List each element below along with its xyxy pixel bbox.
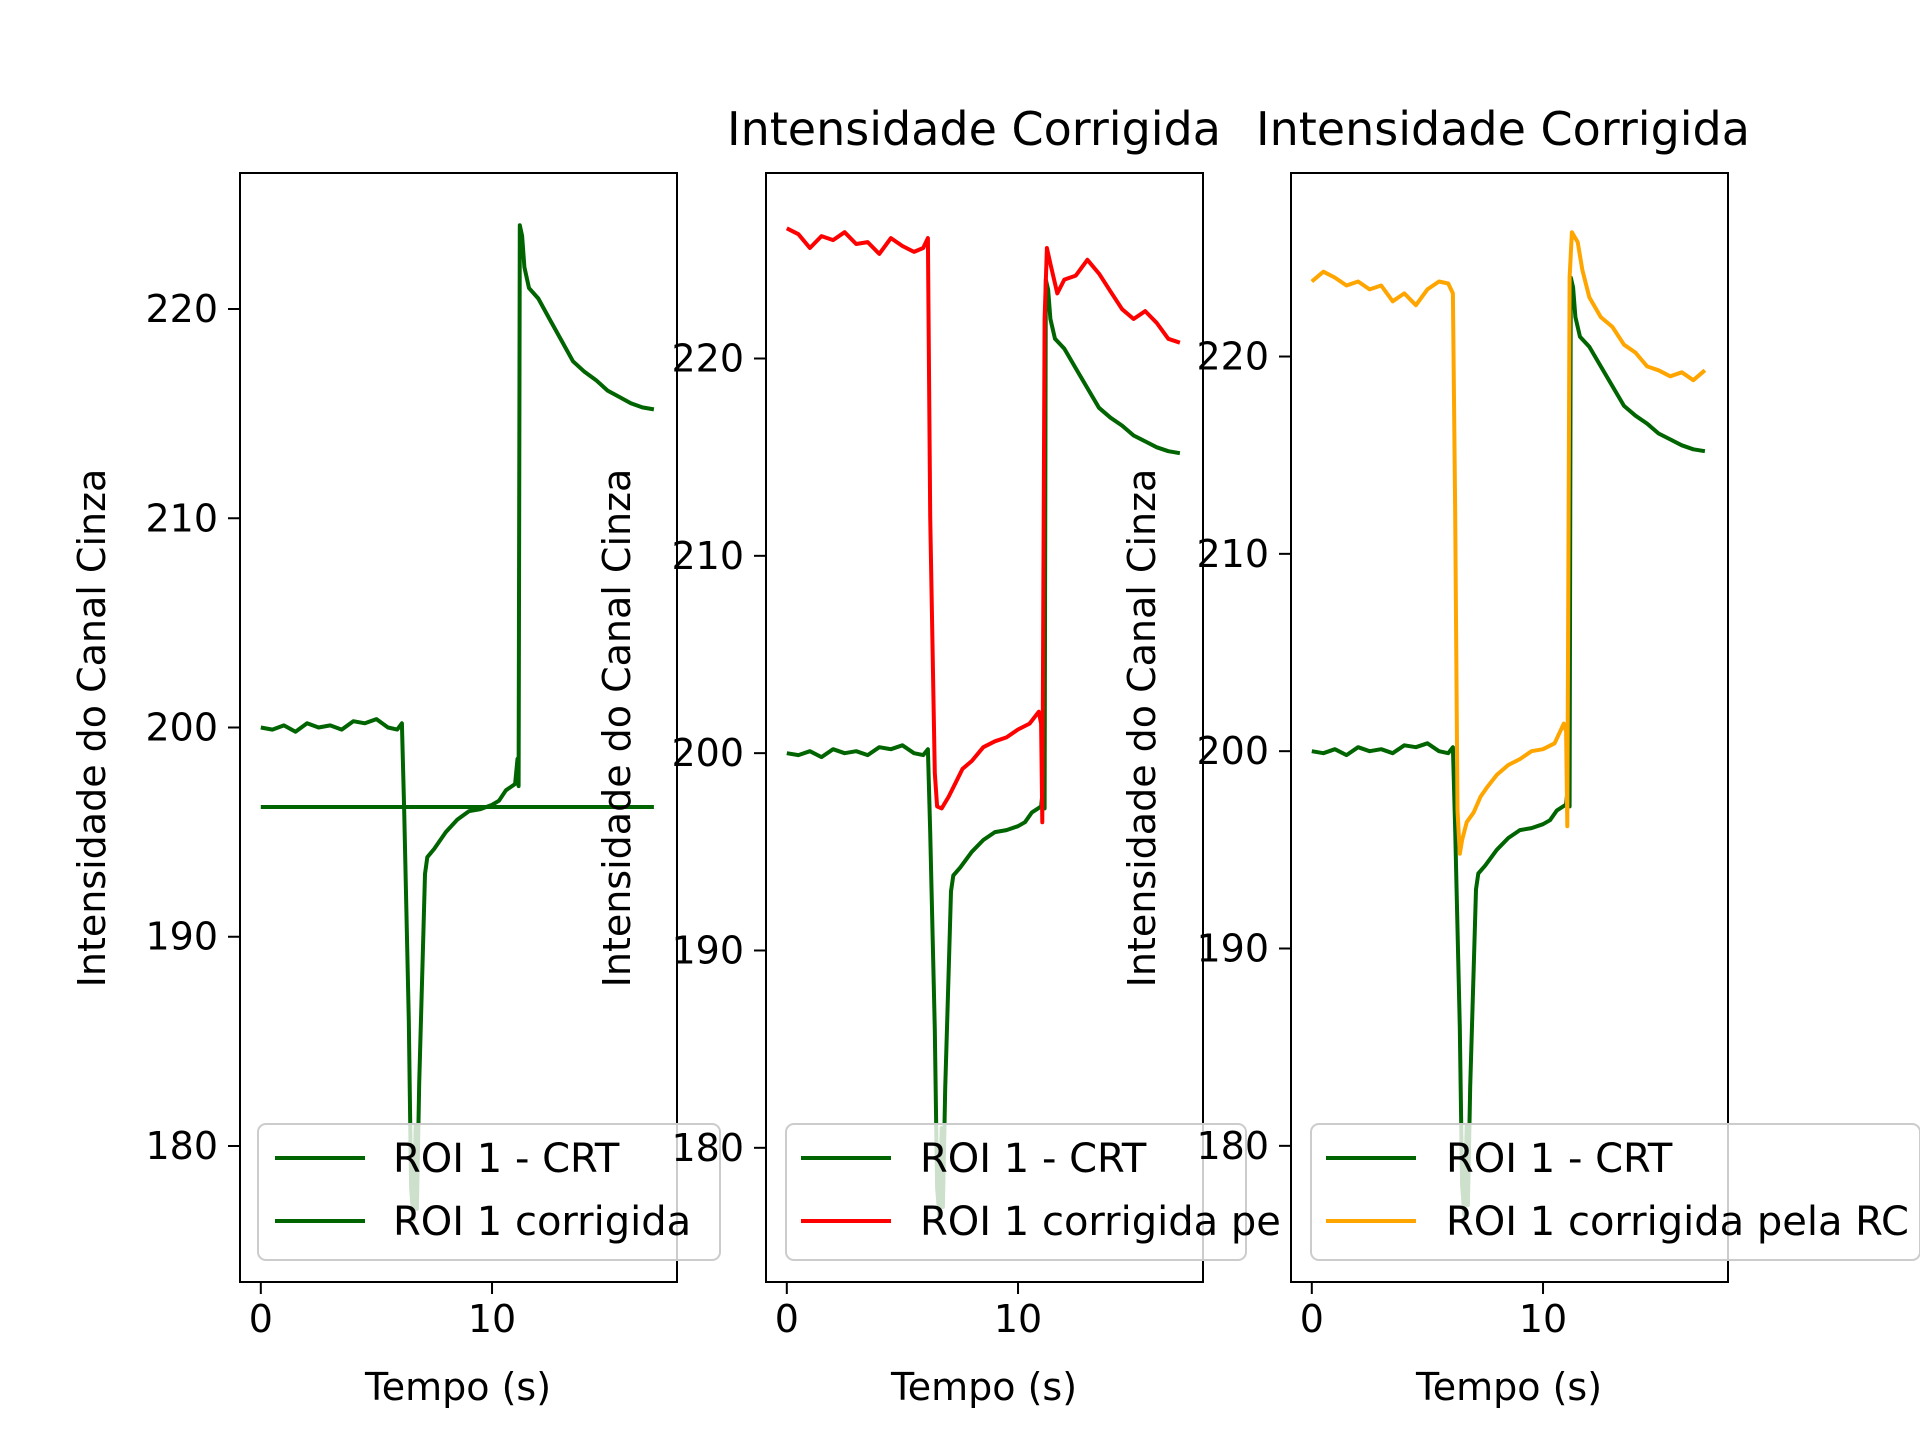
y-tick-label: 180 xyxy=(1196,1124,1269,1168)
x-axis-ticks: 0 10 xyxy=(1300,1282,1567,1341)
y-tick-label: 210 xyxy=(145,496,218,540)
y-tick-label: 210 xyxy=(1196,532,1269,576)
y-tick-label: 220 xyxy=(145,287,218,331)
series-line-2 xyxy=(785,226,1181,825)
y-tick-label: 200 xyxy=(1196,729,1269,773)
x-tick-label: 10 xyxy=(468,1297,516,1341)
x-tick-label: 0 xyxy=(249,1297,273,1341)
y-axis-ticks: 180 190 200 210 220 xyxy=(671,336,766,1170)
legend: ROI 1 - CRT ROI 1 corrigida xyxy=(257,1123,721,1261)
legend-box xyxy=(785,1123,1247,1261)
series-line-2 xyxy=(1310,230,1707,856)
plot-area xyxy=(1310,230,1707,1217)
x-tick-label: 0 xyxy=(775,1297,799,1341)
x-axis-label: Tempo (s) xyxy=(1415,1365,1602,1409)
y-tick-label: 210 xyxy=(671,534,744,578)
legend-label-corrigida: ROI 1 corrigida xyxy=(393,1199,691,1245)
legend-box xyxy=(257,1123,721,1261)
y-tick-label: 180 xyxy=(671,1126,744,1170)
legend-label-crt: ROI 1 - CRT xyxy=(393,1136,620,1182)
plot-area xyxy=(260,223,655,1222)
y-axis-label: Intensidade do Canal Cinza xyxy=(1120,469,1164,988)
y-tick-label: 200 xyxy=(671,731,744,775)
legend-box xyxy=(1310,1123,1920,1261)
chart-title: Intensidade Corrigida xyxy=(727,102,1221,156)
x-axis-label: Tempo (s) xyxy=(364,1365,551,1409)
series-line-1 xyxy=(260,223,655,1222)
chart-panel-2: Intensidade Corrigida 0 10 180 190 200 210 22… xyxy=(595,102,1281,1409)
series-line-1 xyxy=(1311,275,1706,1217)
legend-label-crt: ROI 1 - CRT xyxy=(920,1136,1147,1182)
y-axis-ticks: 180 190 200 210 220 xyxy=(145,287,240,1168)
legend: ROI 1 - CRT ROI 1 corrigida pe xyxy=(785,1123,1281,1261)
axes-frame xyxy=(1290,172,1729,1283)
plot-area xyxy=(785,226,1181,1219)
y-axis-label: Intensidade do Canal Cinza xyxy=(70,469,114,988)
y-tick-label: 220 xyxy=(1196,335,1269,379)
chart-panel-3: Intensidade Corrigida 0 10 180 190 200 210 22… xyxy=(1120,102,1920,1409)
x-axis-label: Tempo (s) xyxy=(890,1365,1077,1409)
y-tick-label: 220 xyxy=(671,336,744,380)
x-tick-label: 0 xyxy=(1300,1297,1324,1341)
legend-label-corrigida: ROI 1 corrigida pe xyxy=(920,1199,1281,1245)
chart-title: Intensidade Corrigida xyxy=(1256,102,1750,156)
legend: ROI 1 - CRT ROI 1 corrigida pela RC xyxy=(1310,1123,1920,1261)
y-tick-label: 200 xyxy=(145,706,218,750)
x-axis-ticks: 0 10 xyxy=(249,1282,516,1341)
x-axis-ticks: 0 10 xyxy=(775,1282,1042,1341)
y-tick-label: 190 xyxy=(145,915,218,959)
x-tick-label: 10 xyxy=(1519,1297,1567,1341)
series-line-1 xyxy=(786,277,1181,1219)
legend-label-crt: ROI 1 - CRT xyxy=(1446,1136,1673,1182)
axes-frame xyxy=(765,172,1204,1283)
legend-label-corrigida: ROI 1 corrigida pela RC xyxy=(1446,1199,1909,1245)
y-tick-label: 190 xyxy=(671,928,744,972)
x-tick-label: 10 xyxy=(994,1297,1042,1341)
y-axis-label: Intensidade do Canal Cinza xyxy=(595,469,639,988)
y-axis-ticks: 180 190 200 210 220 xyxy=(1196,335,1291,1168)
chart-panel-1: 0 10 180 190 200 210 220 Tempo (s) Intensidad… xyxy=(70,172,721,1409)
y-tick-label: 180 xyxy=(145,1124,218,1168)
y-tick-label: 190 xyxy=(1196,927,1269,971)
